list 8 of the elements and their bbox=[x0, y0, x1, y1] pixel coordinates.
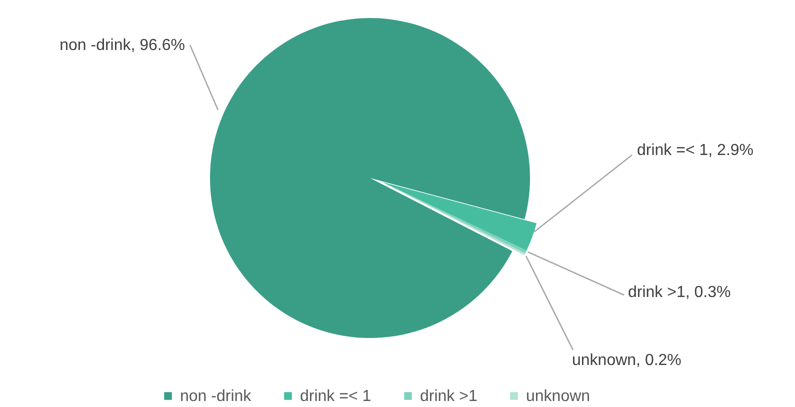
data-label: drink =< 1, 2.9% bbox=[637, 142, 754, 159]
legend-label: unknown bbox=[526, 388, 590, 405]
data-label: drink >1, 0.3% bbox=[628, 284, 731, 301]
data-label: non -drink, 96.6% bbox=[60, 37, 185, 54]
data-label: unknown, 0.2% bbox=[572, 352, 682, 369]
legend-label: drink >1 bbox=[420, 388, 478, 405]
legend-label: drink =< 1 bbox=[300, 388, 372, 405]
legend-label: non -drink bbox=[180, 388, 252, 405]
